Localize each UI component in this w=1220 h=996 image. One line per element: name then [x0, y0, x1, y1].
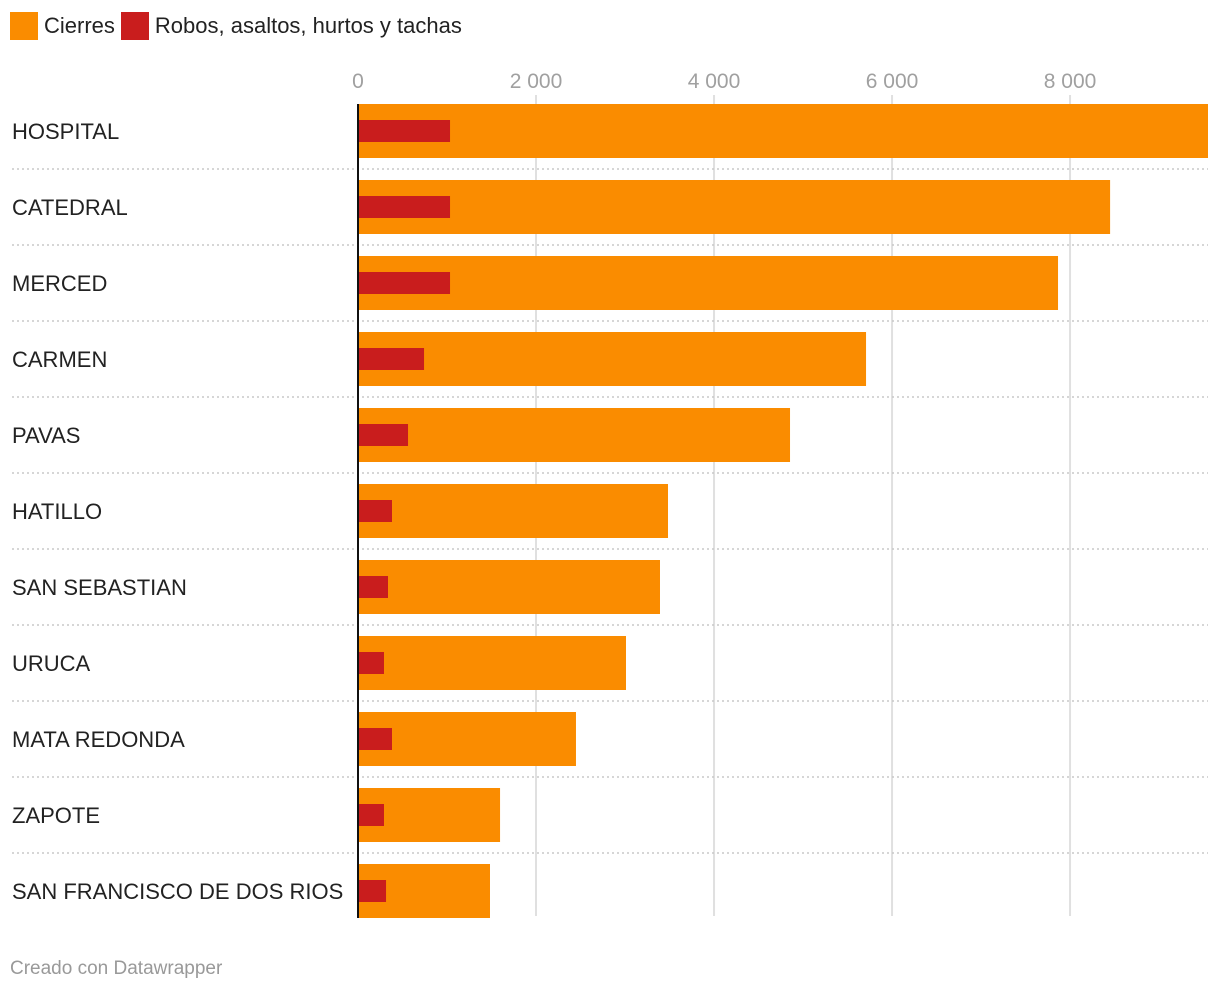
tick-label: 6 000	[866, 70, 919, 93]
bar-robos	[358, 500, 392, 522]
legend-item-cierres: Cierres	[10, 12, 115, 40]
bar-cierres	[358, 408, 791, 462]
bar-cierres	[358, 104, 1208, 158]
category-label: PAVAS	[12, 423, 80, 448]
footer-credit: Creado con Datawrapper	[10, 958, 223, 979]
category-label: MERCED	[12, 271, 107, 296]
category-label: HOSPITAL	[12, 119, 119, 144]
bar-robos	[358, 424, 409, 446]
tick-label: 4 000	[688, 70, 741, 93]
bar-cierres	[358, 636, 626, 690]
category-label: CATEDRAL	[12, 195, 128, 220]
legend-item-robos: Robos, asaltos, hurtos y tachas	[120, 12, 462, 40]
bar-robos	[358, 272, 451, 294]
bar-robos	[358, 348, 425, 370]
bar-cierres	[358, 180, 1111, 234]
bar-robos	[358, 196, 451, 218]
bar-cierres	[358, 256, 1059, 310]
legend-label: Cierres	[44, 13, 115, 38]
bar-robos	[358, 120, 451, 142]
category-label: MATA REDONDA	[12, 727, 185, 752]
tick-label: 2 000	[510, 70, 563, 93]
category-label: ZAPOTE	[12, 803, 100, 828]
legend: Cierres Robos, asaltos, hurtos y tachas	[10, 12, 468, 40]
category-label: SAN FRANCISCO DE DOS RIOS	[12, 879, 343, 904]
bar-robos	[358, 880, 387, 902]
category-label: CARMEN	[12, 347, 107, 372]
bar-robos	[358, 804, 384, 826]
tick-label: 8 000	[1044, 70, 1097, 93]
category-label: HATILLO	[12, 499, 102, 524]
legend-label: Robos, asaltos, hurtos y tachas	[154, 13, 462, 38]
category-label: URUCA	[12, 651, 91, 676]
bar-cierres	[358, 712, 576, 766]
legend-swatch	[120, 12, 149, 40]
bar-cierres	[358, 332, 867, 386]
bar-robos	[358, 652, 384, 674]
bar-cierres	[358, 560, 660, 614]
tick-label: 0	[352, 70, 364, 93]
category-label: SAN SEBASTIAN	[12, 575, 187, 600]
bar-cierres	[358, 484, 669, 538]
legend-swatch	[10, 12, 38, 40]
bar-robos	[358, 576, 388, 598]
bar-robos	[358, 728, 392, 750]
